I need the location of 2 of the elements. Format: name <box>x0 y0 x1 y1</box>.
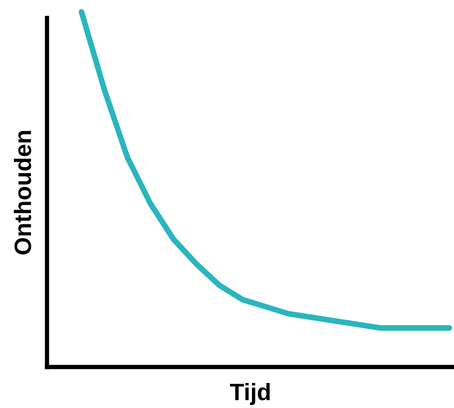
x-axis-title: Tijd <box>230 382 270 405</box>
y-axis-title: Onthouden <box>14 131 32 254</box>
